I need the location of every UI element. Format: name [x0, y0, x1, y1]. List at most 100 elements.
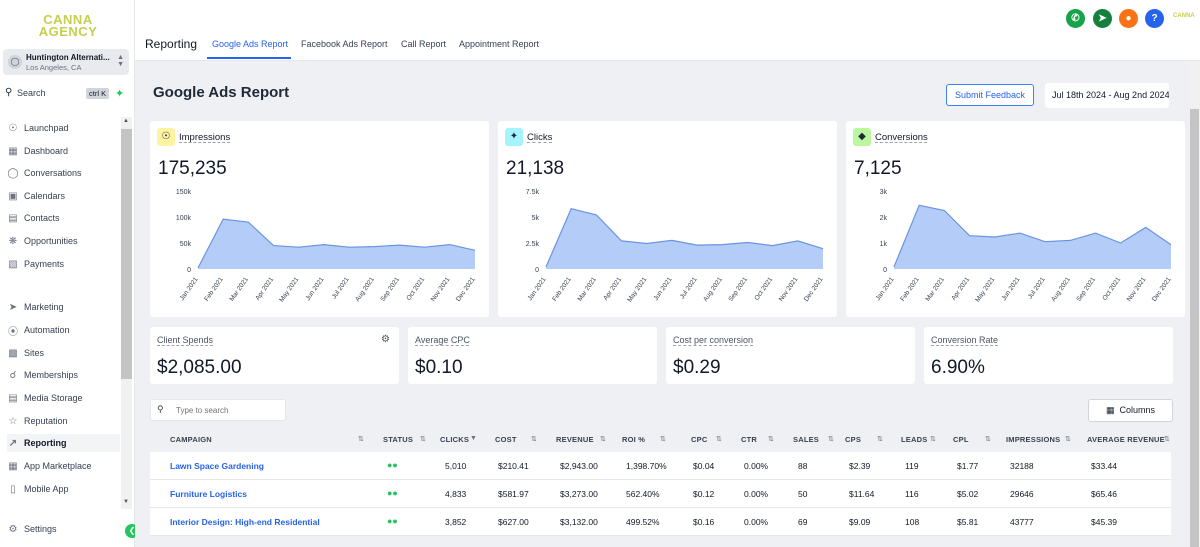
campaign-link[interactable]: Lawn Space Gardening: [170, 461, 264, 471]
stat-label: Conversion Rate: [931, 335, 999, 345]
columns-label: Columns: [1119, 405, 1156, 415]
sort-icon[interactable]: ⇅: [600, 436, 606, 443]
cell-cpc: $0.12: [693, 489, 715, 499]
col-average-revenue[interactable]: AVERAGE REVENUE: [1087, 435, 1165, 444]
col-campaign[interactable]: CAMPAIGN: [170, 435, 212, 444]
table-search-input[interactable]: [176, 404, 281, 417]
sort-icon[interactable]: ⇅: [768, 436, 774, 443]
agency-logo[interactable]: CANNA AGENCY: [38, 12, 98, 39]
sort-icon[interactable]: ⇅: [531, 436, 537, 443]
x-tick-label: Dec 2021: [455, 276, 477, 303]
col-leads[interactable]: LEADS: [901, 435, 928, 444]
col-status[interactable]: STATUS: [383, 435, 414, 444]
quick-add-icon[interactable]: ✦: [115, 88, 125, 100]
sidebar-item-label: Memberships: [24, 370, 79, 380]
tab-google-ads-report[interactable]: Google Ads Report: [212, 39, 289, 49]
sort-icon[interactable]: ⇅: [877, 436, 883, 443]
sidebar-item-payments[interactable]: ▧ Payments: [7, 255, 120, 273]
account-logo[interactable]: CANNA: [1173, 13, 1195, 19]
col-impressions[interactable]: IMPRESSIONS: [1006, 435, 1061, 444]
scroll-down-icon[interactable]: ▼: [123, 499, 129, 505]
sort-desc-icon[interactable]: ▼: [470, 435, 477, 442]
sort-icon[interactable]: ⇅: [358, 436, 364, 443]
sidebar-item-media-storage[interactable]: ▤ Media Storage: [7, 389, 120, 407]
sidebar-item-automation[interactable]: ⦿ Automation: [7, 321, 120, 339]
sort-icon[interactable]: ⇅: [660, 436, 666, 443]
sidebar-scrollbar[interactable]: ▲ ▼: [121, 117, 132, 509]
sort-icon[interactable]: ⇅: [828, 436, 834, 443]
y-tick-label: 0: [187, 267, 191, 274]
sidebar-item-conversations[interactable]: ◯ Conversations: [7, 164, 120, 182]
gear-icon[interactable]: ⚙: [381, 334, 390, 345]
status-active-icon: ●●: [387, 488, 398, 498]
sidebar-item-marketing[interactable]: ➤ Marketing: [7, 298, 120, 316]
conversions-label: Conversions: [875, 132, 928, 143]
sidebar-item-opportunities[interactable]: ❋ Opportunities: [7, 232, 120, 250]
sidebar: CANNA AGENCY ◯ Huntington Alternati... L…: [0, 0, 139, 547]
cell-sales: 50: [798, 489, 808, 499]
sort-icon[interactable]: ⇅: [716, 436, 722, 443]
col-cps[interactable]: CPS: [845, 435, 862, 444]
col-roi[interactable]: ROI %: [622, 435, 646, 444]
sidebar-item-launchpad[interactable]: ☉ Launchpad: [7, 119, 120, 137]
col-clicks[interactable]: CLICKS: [440, 435, 470, 444]
sidebar-item-reporting[interactable]: ↗ Reporting: [7, 434, 120, 452]
table-search[interactable]: ⚲: [150, 399, 286, 421]
cell-average-revenue: $65.46: [1091, 489, 1117, 499]
sidebar-item-sites[interactable]: ▩ Sites: [7, 344, 120, 362]
impressions-chart: 0 50k 100k 150k Jan 2021 Feb 2021 Mar 2021 Apr …: [176, 189, 477, 304]
scroll-up-icon[interactable]: ▲: [123, 118, 129, 124]
cell-ctr: 0.00%: [744, 489, 769, 499]
sidebar-item-label: Automation: [24, 325, 70, 335]
y-tick-label: 2k: [880, 215, 888, 222]
sidebar-item-memberships[interactable]: ☌ Memberships: [7, 366, 120, 384]
tab-appointment-report[interactable]: Appointment Report: [459, 39, 540, 49]
cell-ctr: 0.00%: [744, 517, 769, 527]
col-cost[interactable]: COST: [495, 435, 517, 444]
campaign-link[interactable]: Interior Design: High-end Residential: [170, 517, 320, 527]
sidebar-item-contacts[interactable]: ▤ Contacts: [7, 209, 120, 227]
sort-icon[interactable]: ⇅: [1065, 436, 1071, 443]
megaphone-icon[interactable]: ➤: [1093, 9, 1112, 28]
main-scrollbar[interactable]: [1189, 61, 1200, 547]
col-ctr[interactable]: CTR: [741, 435, 758, 444]
sort-icon[interactable]: ⇅: [985, 436, 991, 443]
submit-feedback-button[interactable]: Submit Feedback: [946, 84, 1034, 106]
sort-icon[interactable]: ⇅: [930, 436, 936, 443]
phone-icon[interactable]: ✆: [1066, 9, 1085, 28]
sidebar-item-dashboard[interactable]: ▦ Dashboard: [7, 142, 120, 160]
col-revenue[interactable]: REVENUE: [556, 435, 594, 444]
cell-cpl: $5.81: [957, 517, 979, 527]
columns-button[interactable]: ▦ Columns: [1088, 399, 1173, 422]
clicks-chart: 0 2.5k 5k 7.5k Jan 2021 Feb 2021 Mar 2021 Apr 2…: [526, 189, 825, 304]
help-icon[interactable]: ?: [1145, 9, 1164, 28]
date-range-picker[interactable]: Jul 18th 2024 - Aug 2nd 2024: [1045, 83, 1169, 108]
tab-call-report[interactable]: Call Report: [401, 39, 447, 49]
sidebar-search[interactable]: ⚲ Search ctrl K ✦: [5, 87, 127, 101]
sidebar-item-label: Reputation: [24, 416, 68, 426]
x-tick-label: Nov 2021: [430, 276, 452, 303]
sidebar-item-app-marketplace[interactable]: ▦ App Marketplace: [7, 457, 120, 475]
x-tick-label: May 2021: [278, 276, 300, 304]
campaign-link[interactable]: Furniture Logistics: [170, 489, 247, 499]
sidebar-item-calendars[interactable]: ▣ Calendars: [7, 187, 120, 205]
col-cpl[interactable]: CPL: [953, 435, 969, 444]
sort-icon[interactable]: ⇅: [420, 436, 426, 443]
x-tick-label: Aug 2021: [702, 276, 724, 303]
x-tick-label: May 2021: [626, 276, 648, 304]
sort-icon[interactable]: ⇅: [1164, 436, 1170, 443]
clicks-card: ✦ Clicks 21,138 0 2.5k 5k 7.5k Jan 2021 Feb 2…: [498, 121, 837, 317]
sidebar-item-reputation[interactable]: ☆ Reputation: [7, 412, 120, 430]
bell-icon[interactable]: ●: [1119, 9, 1138, 28]
clicks-label: Clicks: [527, 132, 553, 143]
sidebar-item-settings[interactable]: ⚙ Settings: [7, 520, 120, 538]
search-icon: ⚲: [5, 87, 13, 98]
col-sales[interactable]: SALES: [793, 435, 820, 444]
main-scroll-thumb[interactable]: [1190, 109, 1199, 547]
sidebar-scroll-thumb[interactable]: [121, 129, 132, 379]
tab-facebook-ads-report[interactable]: Facebook Ads Report: [301, 39, 388, 49]
location-switcher[interactable]: ◯ Huntington Alternati... Los Angeles, C…: [3, 49, 129, 75]
col-cpc[interactable]: CPC: [691, 435, 708, 444]
sidebar-item-mobile-app[interactable]: ▯ Mobile App: [7, 480, 120, 498]
mobile-icon: ▯: [10, 483, 16, 495]
